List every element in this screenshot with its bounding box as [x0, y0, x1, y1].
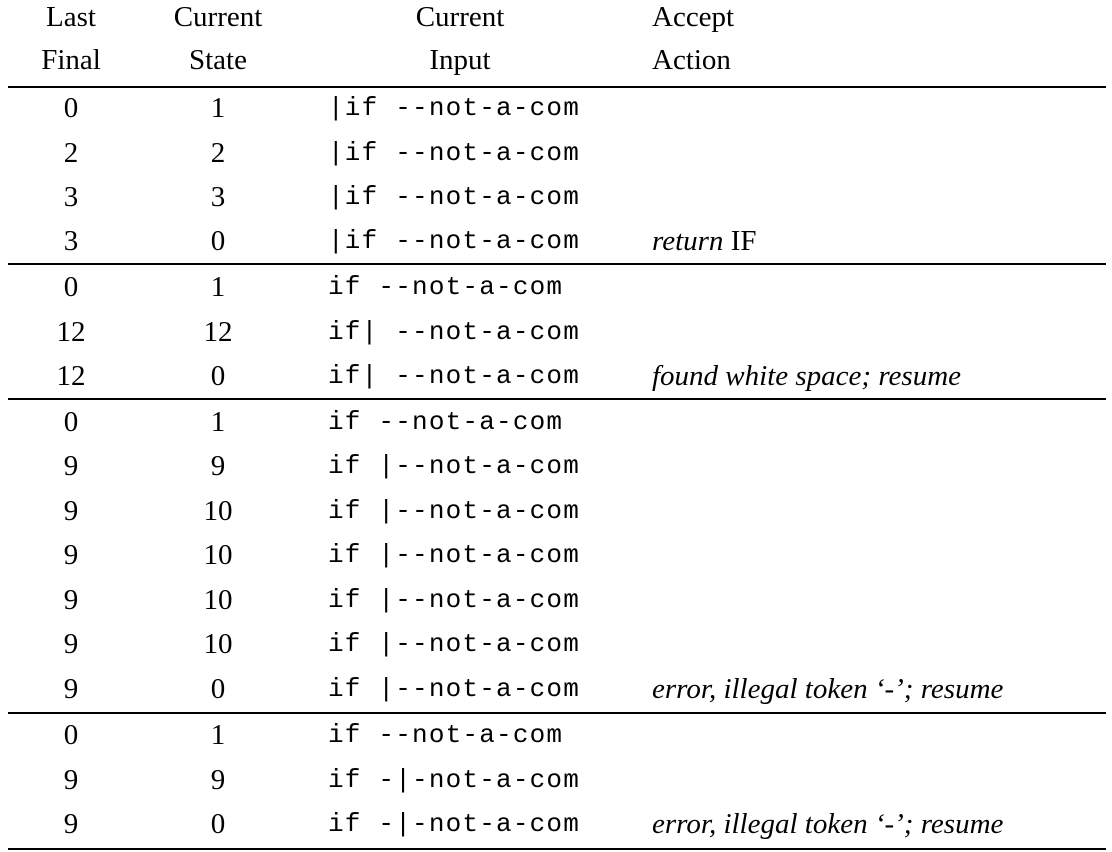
current-state-cell: 10	[203, 539, 233, 571]
last-final-cell: 9	[63, 450, 79, 482]
table-row: 12 12 if| --not-a-com	[0, 310, 1112, 354]
current-state-cell: 9	[210, 450, 226, 482]
accept-action-italic: found white space; resume	[652, 360, 962, 392]
header-current-input-line2: Input	[429, 44, 491, 76]
current-state-cell: 0	[210, 808, 226, 840]
table-row: 0 1 if --not-a-com	[0, 265, 1112, 309]
table-row: 9 10 if |--not-a-com	[0, 622, 1112, 666]
current-state-cell: 10	[203, 584, 233, 616]
last-final-cell: 12	[56, 360, 86, 392]
current-input-cell: |if --not-a-com	[328, 226, 581, 256]
current-state-cell: 2	[210, 137, 226, 169]
group-rule-1	[8, 263, 1106, 265]
current-input-cell: |if --not-a-com	[328, 93, 581, 123]
current-input-cell: |if --not-a-com	[328, 138, 581, 168]
current-input-cell: if |--not-a-com	[328, 496, 581, 526]
current-state-cell: 1	[210, 719, 226, 751]
table-row: 9 10 if |--not-a-com	[0, 533, 1112, 577]
last-final-cell: 0	[63, 92, 79, 124]
table-row: 0 1 if --not-a-com	[0, 713, 1112, 757]
current-state-cell: 1	[210, 406, 226, 438]
current-input-cell: |if --not-a-com	[328, 182, 581, 212]
group-rule-3	[8, 712, 1106, 714]
header-last-final-line2: Final	[41, 44, 101, 76]
table-row: 0 1 |if --not-a-com	[0, 86, 1112, 130]
table-row: 2 2 |if --not-a-com	[0, 131, 1112, 175]
table-row: 9 0 if |--not-a-com error, illegal token ‘-…	[0, 667, 1112, 711]
current-input-cell: if |--not-a-com	[328, 585, 581, 615]
current-input-cell: if --not-a-com	[328, 720, 564, 750]
table-row: 3 3 |if --not-a-com	[0, 175, 1112, 219]
accept-action-italic: return	[652, 225, 724, 257]
table-row: 0 1 if --not-a-com	[0, 400, 1112, 444]
current-input-cell: if -|-not-a-com	[328, 765, 581, 795]
last-final-cell: 9	[63, 584, 79, 616]
current-state-cell: 0	[210, 673, 226, 705]
header-last-final-line1: Last	[46, 1, 96, 33]
last-final-cell: 9	[63, 673, 79, 705]
last-final-cell: 9	[63, 808, 79, 840]
last-final-cell: 3	[63, 181, 79, 213]
last-final-cell: 9	[63, 628, 79, 660]
accept-action-cell: return IF	[652, 219, 756, 263]
current-input-cell: if| --not-a-com	[328, 317, 581, 347]
header-accept-action-line2: Action	[652, 44, 731, 76]
last-final-cell: 9	[63, 764, 79, 796]
header-current-state: Current State	[155, 0, 281, 82]
bottom-rule	[8, 848, 1106, 850]
last-final-cell: 0	[63, 271, 79, 303]
accept-action-cell: error, illegal token ‘-’; resume	[652, 802, 1003, 846]
accept-action-italic: error, illegal token ‘-’; resume	[652, 673, 1004, 705]
table-row: 9 10 if |--not-a-com	[0, 578, 1112, 622]
current-state-cell: 1	[210, 271, 226, 303]
current-input-cell: if --not-a-com	[328, 272, 564, 302]
current-input-cell: if| --not-a-com	[328, 361, 581, 391]
table-row: 9 10 if |--not-a-com	[0, 489, 1112, 533]
accept-action-cell: found white space; resume	[652, 354, 961, 398]
current-state-cell: 3	[210, 181, 226, 213]
table-row: 9 0 if -|-not-a-com error, illegal token ‘-…	[0, 802, 1112, 846]
last-final-cell: 0	[63, 406, 79, 438]
table-row: 9 9 if |--not-a-com	[0, 444, 1112, 488]
current-state-cell: 0	[210, 360, 226, 392]
current-input-cell: if --not-a-com	[328, 407, 564, 437]
header-last-final: Last Final	[26, 0, 116, 82]
accept-action-text: IF	[723, 225, 757, 257]
accept-action-cell: error, illegal token ‘-’; resume	[652, 667, 1003, 711]
header-current-input: Current Input	[380, 0, 540, 82]
table-header: Last Final Current State Current Input A…	[0, 0, 1112, 84]
current-state-cell: 10	[203, 628, 233, 660]
header-accept-action: Accept Action	[652, 0, 852, 82]
last-final-cell: 12	[56, 316, 86, 348]
current-input-cell: if -|-not-a-com	[328, 809, 581, 839]
table-row: 9 9 if -|-not-a-com	[0, 758, 1112, 802]
last-final-cell: 9	[63, 495, 79, 527]
last-final-cell: 2	[63, 137, 79, 169]
last-final-cell: 3	[63, 225, 79, 257]
current-state-cell: 9	[210, 764, 226, 796]
current-input-cell: if |--not-a-com	[328, 629, 581, 659]
header-accept-action-line1: Accept	[652, 1, 735, 33]
current-state-cell: 0	[210, 225, 226, 257]
current-input-cell: if |--not-a-com	[328, 674, 581, 704]
table-row: 12 0 if| --not-a-com found white space; res…	[0, 354, 1112, 398]
current-state-cell: 1	[210, 92, 226, 124]
last-final-cell: 0	[63, 719, 79, 751]
header-current-state-line1: Current	[173, 1, 263, 33]
header-current-state-line2: State	[189, 44, 247, 76]
current-input-cell: if |--not-a-com	[328, 540, 581, 570]
group-rule-2	[8, 398, 1106, 400]
table-row: 3 0 |if --not-a-com return IF	[0, 219, 1112, 263]
current-state-cell: 10	[203, 495, 233, 527]
header-rule	[8, 86, 1106, 88]
current-input-cell: if |--not-a-com	[328, 451, 581, 481]
accept-action-italic: error, illegal token ‘-’; resume	[652, 808, 1004, 840]
current-state-cell: 12	[203, 316, 233, 348]
header-current-input-line1: Current	[415, 1, 505, 33]
last-final-cell: 9	[63, 539, 79, 571]
